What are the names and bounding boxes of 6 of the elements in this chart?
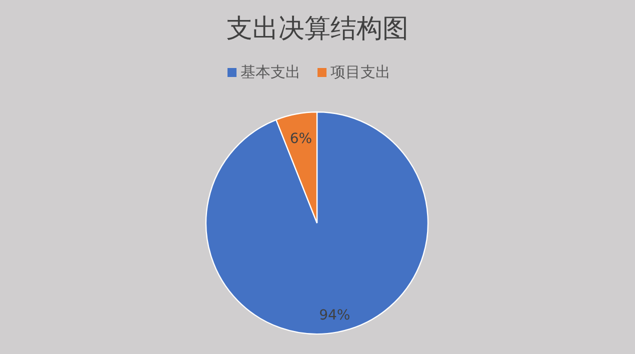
data-label: 94% [319,308,350,324]
data-label: 6% [290,130,312,147]
legend-label: 基本支出 [240,63,300,82]
legend-label: 项目支出 [330,63,390,82]
pie-slice [205,111,429,334]
chart-title: 支出决算结构图 [226,14,408,44]
